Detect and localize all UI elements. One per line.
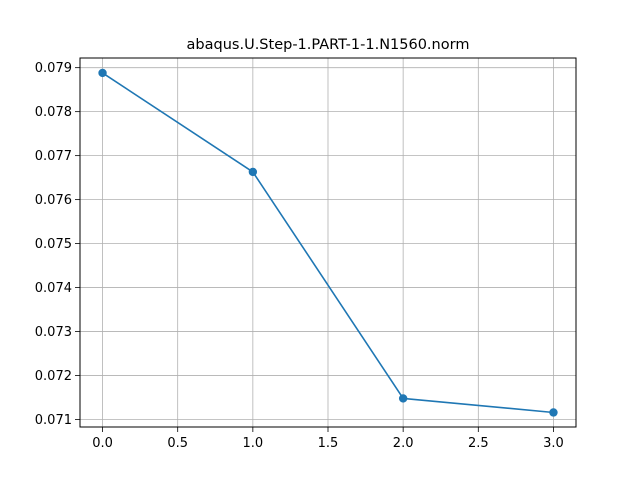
y-tick-label: 0.073 bbox=[35, 325, 72, 340]
series-layer bbox=[98, 68, 558, 417]
data-point bbox=[248, 167, 258, 177]
y-axis-ticks: 0.071 0.072 0.073 0.074 0.075 0.076 0.077 0.078… bbox=[35, 61, 80, 428]
data-point bbox=[549, 408, 558, 417]
y-tick-label: 0.076 bbox=[35, 193, 72, 208]
x-axis-ticks: 0.0 0.5 1.0 1.5 2.0 2.5 3.0 bbox=[92, 427, 564, 451]
axes-frame bbox=[79, 57, 577, 428]
series-line bbox=[102, 72, 554, 414]
data-point bbox=[98, 68, 107, 78]
y-tick-label: 0.078 bbox=[35, 105, 72, 120]
x-tick-label: 0.0 bbox=[92, 436, 113, 451]
y-tick-label: 0.077 bbox=[35, 149, 72, 164]
grid bbox=[80, 58, 576, 427]
y-tick-label: 0.074 bbox=[35, 281, 72, 296]
y-tick-label: 0.071 bbox=[35, 413, 72, 428]
chart-title: abaqus.U.Step-1.PART-1-1.N1560.norm bbox=[187, 37, 470, 53]
y-tick-label: 0.072 bbox=[35, 369, 72, 384]
x-tick-label: 2.5 bbox=[468, 436, 489, 451]
x-tick-label: 2.0 bbox=[393, 436, 414, 451]
y-tick-label: 0.075 bbox=[35, 237, 72, 252]
x-tick-label: 3.0 bbox=[543, 436, 564, 451]
x-tick-label: 1.5 bbox=[318, 436, 339, 451]
data-point bbox=[398, 394, 408, 403]
x-tick-label: 1.0 bbox=[243, 436, 264, 451]
y-tick-label: 0.079 bbox=[35, 61, 72, 76]
x-tick-label: 0.5 bbox=[167, 436, 188, 451]
